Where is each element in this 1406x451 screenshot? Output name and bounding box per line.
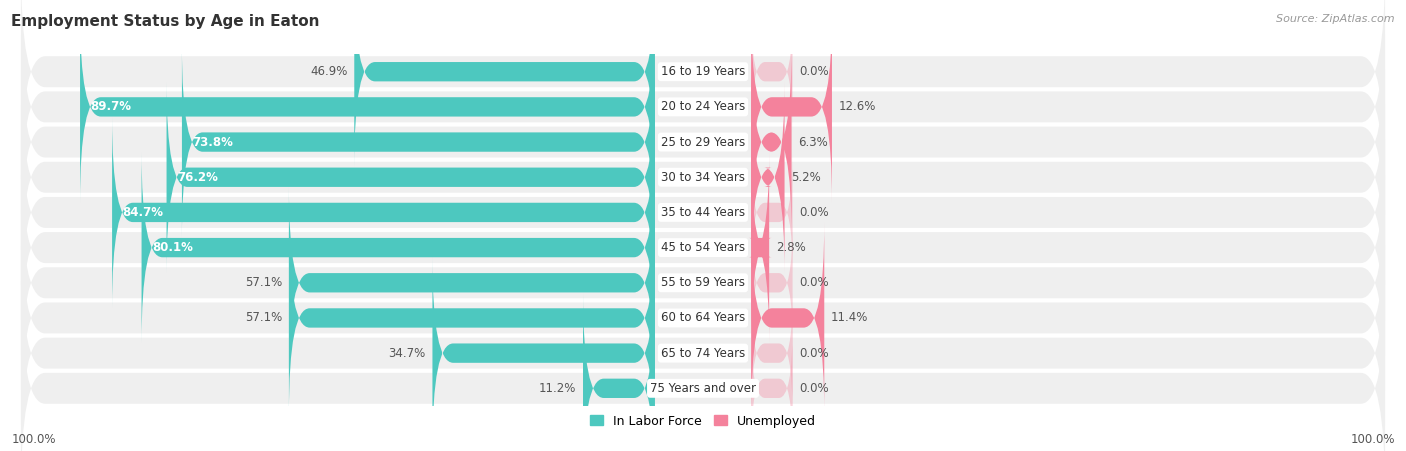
Text: 89.7%: 89.7%	[90, 101, 131, 113]
Text: 100.0%: 100.0%	[1350, 433, 1395, 446]
FancyBboxPatch shape	[181, 46, 655, 238]
Text: 11.4%: 11.4%	[831, 312, 869, 324]
FancyBboxPatch shape	[166, 81, 655, 273]
Text: Employment Status by Age in Eaton: Employment Status by Age in Eaton	[11, 14, 319, 28]
FancyBboxPatch shape	[21, 0, 1385, 179]
Text: 2.8%: 2.8%	[776, 241, 806, 254]
FancyBboxPatch shape	[142, 152, 655, 344]
FancyBboxPatch shape	[751, 222, 824, 414]
Text: 57.1%: 57.1%	[245, 312, 283, 324]
FancyBboxPatch shape	[21, 245, 1385, 451]
Text: 16 to 19 Years: 16 to 19 Years	[661, 65, 745, 78]
FancyBboxPatch shape	[583, 292, 655, 451]
Text: 55 to 59 Years: 55 to 59 Years	[661, 276, 745, 289]
FancyBboxPatch shape	[21, 105, 1385, 320]
FancyBboxPatch shape	[751, 152, 793, 273]
Text: Source: ZipAtlas.com: Source: ZipAtlas.com	[1277, 14, 1395, 23]
Text: 0.0%: 0.0%	[800, 276, 830, 289]
FancyBboxPatch shape	[21, 175, 1385, 391]
Text: 75 Years and over: 75 Years and over	[650, 382, 756, 395]
FancyBboxPatch shape	[21, 0, 1385, 215]
Text: 76.2%: 76.2%	[177, 171, 218, 184]
FancyBboxPatch shape	[751, 46, 792, 238]
FancyBboxPatch shape	[354, 0, 655, 168]
FancyBboxPatch shape	[751, 292, 793, 414]
Text: 12.6%: 12.6%	[839, 101, 876, 113]
Text: 60 to 64 Years: 60 to 64 Years	[661, 312, 745, 324]
FancyBboxPatch shape	[21, 281, 1385, 451]
FancyBboxPatch shape	[751, 11, 832, 203]
FancyBboxPatch shape	[80, 11, 655, 203]
FancyBboxPatch shape	[112, 116, 655, 308]
Text: 0.0%: 0.0%	[800, 206, 830, 219]
Text: 0.0%: 0.0%	[800, 347, 830, 359]
Text: 46.9%: 46.9%	[309, 65, 347, 78]
FancyBboxPatch shape	[751, 81, 785, 273]
Text: 100.0%: 100.0%	[11, 433, 56, 446]
Text: 57.1%: 57.1%	[245, 276, 283, 289]
FancyBboxPatch shape	[751, 11, 793, 133]
Text: 20 to 24 Years: 20 to 24 Years	[661, 101, 745, 113]
Text: 30 to 34 Years: 30 to 34 Years	[661, 171, 745, 184]
Text: 35 to 44 Years: 35 to 44 Years	[661, 206, 745, 219]
Legend: In Labor Force, Unemployed: In Labor Force, Unemployed	[591, 415, 815, 428]
Text: 0.0%: 0.0%	[800, 65, 830, 78]
FancyBboxPatch shape	[288, 187, 655, 379]
Text: 80.1%: 80.1%	[152, 241, 193, 254]
FancyBboxPatch shape	[288, 222, 655, 414]
Text: 65 to 74 Years: 65 to 74 Years	[661, 347, 745, 359]
Text: 11.2%: 11.2%	[538, 382, 576, 395]
Text: 0.0%: 0.0%	[800, 382, 830, 395]
Text: 6.3%: 6.3%	[799, 136, 828, 148]
FancyBboxPatch shape	[21, 69, 1385, 285]
FancyBboxPatch shape	[21, 140, 1385, 355]
Text: 84.7%: 84.7%	[122, 206, 163, 219]
FancyBboxPatch shape	[21, 210, 1385, 426]
FancyBboxPatch shape	[751, 222, 793, 344]
FancyBboxPatch shape	[433, 257, 655, 449]
Text: 25 to 29 Years: 25 to 29 Years	[661, 136, 745, 148]
FancyBboxPatch shape	[21, 34, 1385, 250]
FancyBboxPatch shape	[748, 152, 772, 344]
Text: 34.7%: 34.7%	[388, 347, 426, 359]
FancyBboxPatch shape	[751, 327, 793, 449]
Text: 73.8%: 73.8%	[193, 136, 233, 148]
Text: 45 to 54 Years: 45 to 54 Years	[661, 241, 745, 254]
Text: 5.2%: 5.2%	[792, 171, 821, 184]
